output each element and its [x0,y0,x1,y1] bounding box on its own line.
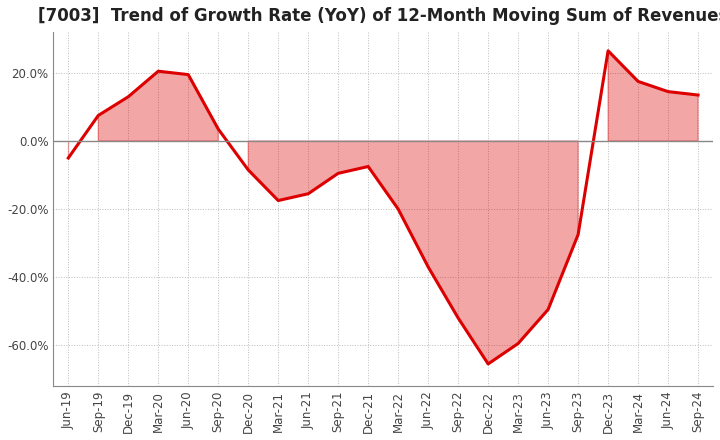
Title: [7003]  Trend of Growth Rate (YoY) of 12-Month Moving Sum of Revenues: [7003] Trend of Growth Rate (YoY) of 12-… [38,7,720,25]
